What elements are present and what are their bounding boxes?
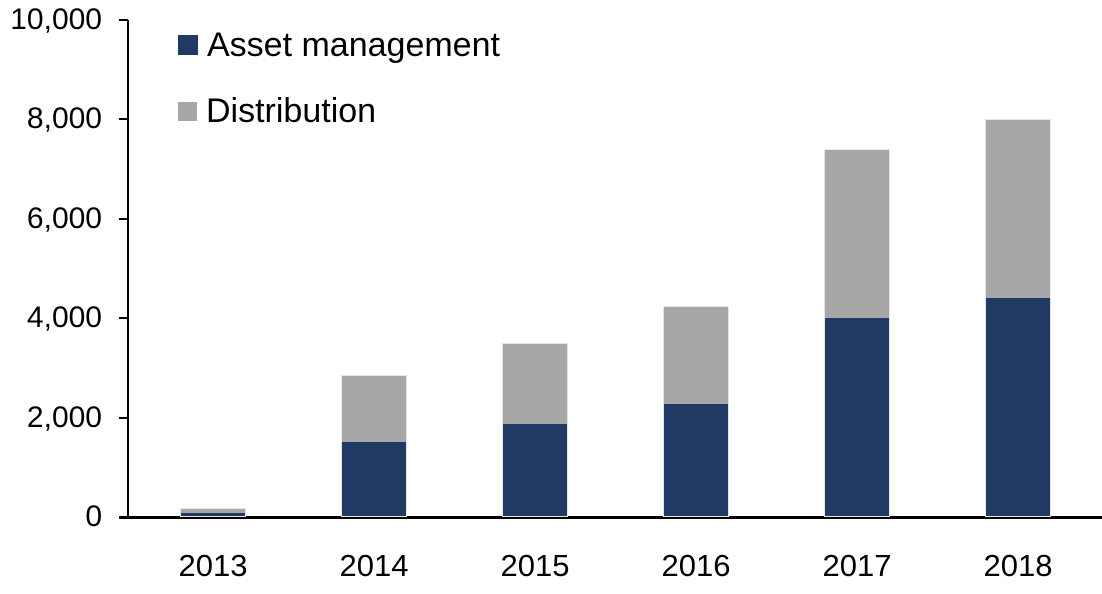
x-axis-line [119,516,1102,519]
y-axis-tick-label: 10,000 [10,3,102,36]
y-axis-tick [119,19,128,21]
y-axis-tick-label: 4,000 [26,301,102,335]
y-axis-tick-label: 0 [85,500,102,533]
bar-segment-2018-distribution [986,120,1050,299]
bar-segment-2015-asset-management [503,424,567,516]
bar-segment-2018-asset-management [986,298,1050,516]
bar-segment-2013-asset-management [181,512,245,516]
legend-item-distribution: Distribution [178,93,376,129]
bar-segment-2017-asset-management [825,318,889,516]
y-axis-tick [119,416,128,419]
y-axis-tick-label: 2,000 [26,400,102,434]
bar-segment-2013-distribution [181,509,245,513]
y-axis-tick-label: 6,000 [26,201,102,235]
bar-segment-2016-asset-management [664,403,728,516]
y-axis-tick [119,118,128,121]
bar-2013 [180,508,246,517]
y-axis-tick [119,217,128,220]
bar-2014 [341,375,407,517]
legend-label-asset-management: Asset management [207,26,500,64]
x-axis-label-2017: 2017 [822,548,892,583]
bar-segment-2014-distribution [342,376,406,443]
legend-swatch-asset-management [178,35,198,55]
legend-label-distribution: Distribution [206,92,377,130]
legend-swatch-distribution [178,101,197,121]
bar-segment-2014-asset-management [342,442,406,516]
y-axis-tick [119,516,128,518]
bar-segment-2015-distribution [503,344,567,425]
bar-2018 [985,119,1051,517]
x-axis-label-2013: 2013 [178,548,248,583]
y-axis-tick [119,317,128,320]
bar-2015 [502,343,568,517]
bar-segment-2017-distribution [825,150,889,319]
x-axis-label-2015: 2015 [500,548,570,583]
y-axis-line [127,20,129,518]
x-axis-label-2018: 2018 [983,548,1053,583]
x-axis-label-2016: 2016 [661,548,731,583]
bar-segment-2016-distribution [664,306,728,404]
legend-item-asset-management: Asset management [178,27,500,63]
bar-2016 [663,305,729,517]
bar-2017 [824,149,890,517]
y-axis-tick-label: 8,000 [26,102,102,136]
x-axis-label-2014: 2014 [339,548,409,583]
